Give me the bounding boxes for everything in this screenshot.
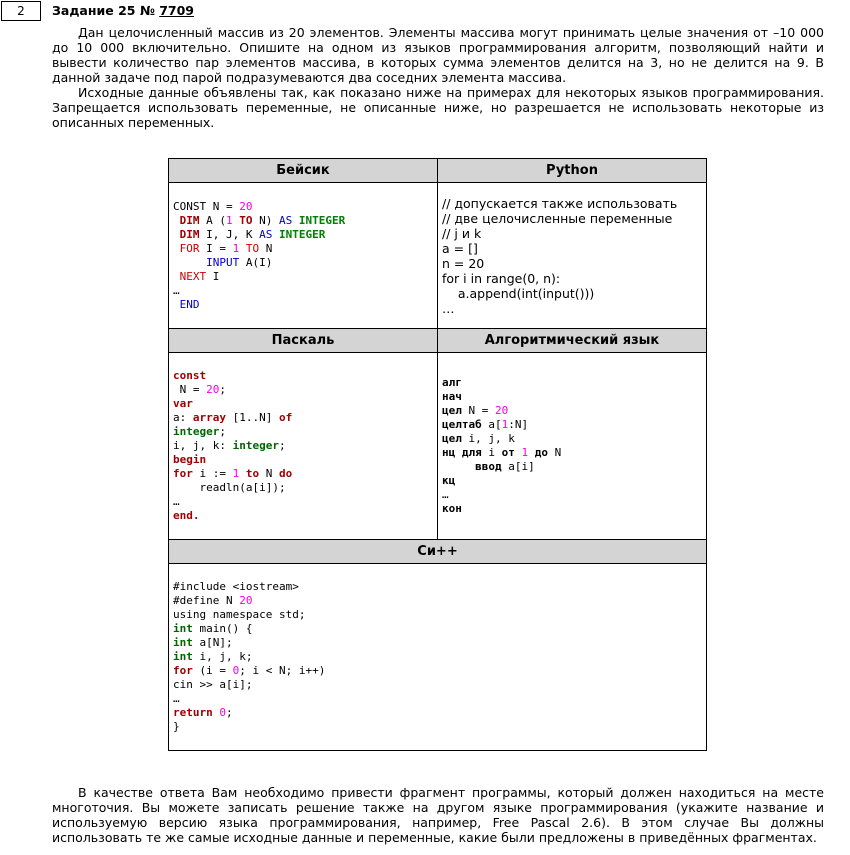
- pascal-code-cell: const N = 20; var a: array [1..N] of int…: [168, 352, 438, 540]
- alg-code-cell: алг нач цел N = 20 целтаб a[1:N] цел i, …: [437, 352, 707, 540]
- basic-header: Бейсик: [168, 158, 438, 183]
- python-code: // допускается также использовать // две…: [442, 195, 678, 316]
- basic-code: CONST N = 20 DIM A (1 TO N) AS INTEGER D…: [173, 199, 346, 311]
- intro-paragraph-2: Исходные данные объявлены так, как показ…: [52, 85, 824, 130]
- python-code-cell: // допускается также использовать // две…: [437, 182, 707, 329]
- outro-paragraph: В качестве ответа Вам необходимо привест…: [52, 785, 824, 845]
- code-table: Бейсик Python CONST N = 20 DIM A (1 TO N…: [168, 158, 707, 751]
- cpp-code: #include <iostream> #define N 20 using n…: [173, 580, 326, 733]
- task-number: 2: [17, 4, 25, 18]
- intro-paragraph-1: Дан целочисленный массив из 20 элементов…: [52, 25, 824, 85]
- task-id-link[interactable]: 7709: [159, 3, 195, 18]
- task-title-prefix: Задание 25 №: [52, 3, 155, 18]
- alg-code: алг нач цел N = 20 целтаб a[1:N] цел i, …: [442, 376, 562, 515]
- task-title: Задание 25 № 7709: [52, 3, 194, 18]
- pascal-header: Паскаль: [168, 328, 438, 353]
- alg-header: Алгоритмический язык: [437, 328, 707, 353]
- python-header: Python: [437, 158, 707, 183]
- cpp-header: Си++: [168, 539, 707, 564]
- cpp-code-cell: #include <iostream> #define N 20 using n…: [168, 563, 707, 751]
- pascal-code: const N = 20; var a: array [1..N] of int…: [173, 369, 293, 522]
- task-number-box: 2: [1, 1, 41, 21]
- basic-code-cell: CONST N = 20 DIM A (1 TO N) AS INTEGER D…: [168, 182, 438, 329]
